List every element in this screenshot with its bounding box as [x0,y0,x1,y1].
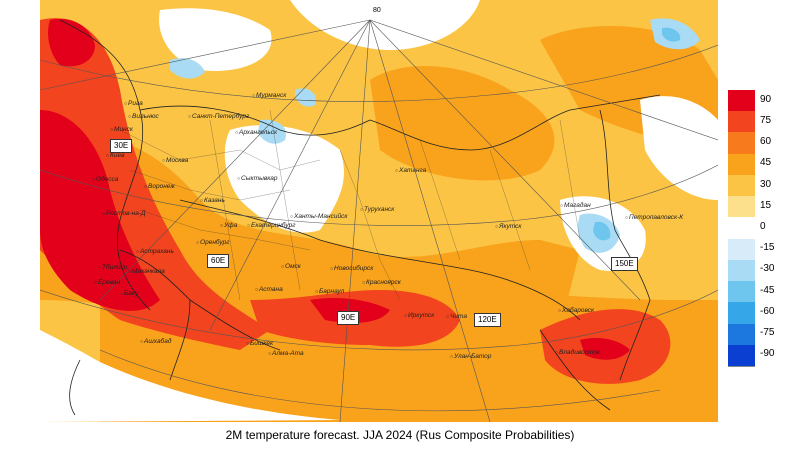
legend-swatch [728,344,755,368]
legend-swatch [728,132,755,155]
city-label: Алма-Ата [268,350,304,357]
legend-value: 0 [760,221,766,232]
legend-value: -15 [760,242,775,254]
city-label: Баку [120,290,138,297]
legend-swatch [728,196,755,218]
legend-swatch [728,153,755,176]
city-label: Магадан [560,202,591,209]
legend-value: 45 [760,157,772,169]
city-label: Мурманск [252,92,286,99]
city-label: Москва [162,157,188,164]
legend-swatch [728,238,755,261]
city-label: Ростов-на-Д [102,210,146,217]
longitude-label-60e: 60E [207,254,230,268]
color-legend: 90 75 60 45 30 15 0 -15 -30 -45 -60 -75 -90 [728,90,788,368]
city-label: Уфа [220,222,237,229]
city-label: Ереван [94,279,120,286]
legend-value: -30 [760,263,775,275]
legend-value: 30 [760,178,772,190]
city-label: Екатеринбург [247,222,295,229]
city-label: Одесса [92,176,118,183]
city-label: Санкт-Петербург [188,113,249,120]
city-label: Рига [124,100,143,107]
longitude-label-150e: 150E [611,257,638,271]
legend-swatch [728,302,755,325]
city-label: Петропавловск-К [625,214,683,221]
map-caption: 2M temperature forecast. JJA 2024 (Rus C… [225,428,575,442]
legend-value: 75 [760,114,772,126]
city-label: Бишкек [246,340,273,347]
city-label: Махачкала [128,268,165,275]
legend-swatch [728,174,755,197]
legend-swatch [728,217,755,240]
city-label: Красноярск [362,279,401,286]
city-label: Минск [110,126,133,133]
forecast-map: 80 30E 60E 90E 120E 150E Рига Вильнюс Ми… [40,0,718,422]
city-label: Ханты-Мансийск [290,213,347,220]
city-label: Новосибирск [330,265,373,272]
legend-value: 90 [760,93,772,105]
city-label: Владивосток [555,349,600,356]
city-label: Барнаул [315,288,344,295]
city-label: Хатанга [395,167,426,174]
city-label: Ашхабад [140,338,171,345]
longitude-label-30e: 30E [110,139,133,153]
city-label: Хабаровск [558,307,594,314]
legend-swatch [728,281,755,303]
city-label: Улан-Батор [450,353,491,360]
city-label: Омск [281,263,301,270]
city-label: Сыктывкар [237,175,278,182]
city-label: Воронеж [144,183,175,190]
legend-value: -75 [760,327,775,339]
city-label: Оренбург [196,239,229,246]
city-label: Астана [255,286,283,293]
legend-swatch [728,111,755,133]
city-label: Тбилиси [98,264,127,271]
city-label: Туруханск [360,206,394,213]
city-label: Астрахань [136,248,174,255]
legend-value: -45 [760,284,775,296]
city-label: Казань [200,197,225,204]
longitude-label-90e: 90E [337,311,360,325]
legend-value: -90 [760,348,775,360]
city-label: Архангельск [235,129,277,136]
legend-swatch [728,90,755,112]
legend-swatch [728,323,755,346]
legend-swatch [728,259,755,282]
legend-value: -60 [760,305,775,317]
legend-value: 60 [760,136,772,148]
city-label: Вильнюс [128,113,159,120]
longitude-label-120e: 120E [474,313,501,327]
latitude-label: 80 [373,7,381,14]
city-label: Якутск [495,223,521,230]
legend-value: 15 [760,199,772,211]
city-label: Чита [446,313,467,320]
city-label: Иркутск [404,312,434,319]
city-label: Киев [106,152,124,159]
